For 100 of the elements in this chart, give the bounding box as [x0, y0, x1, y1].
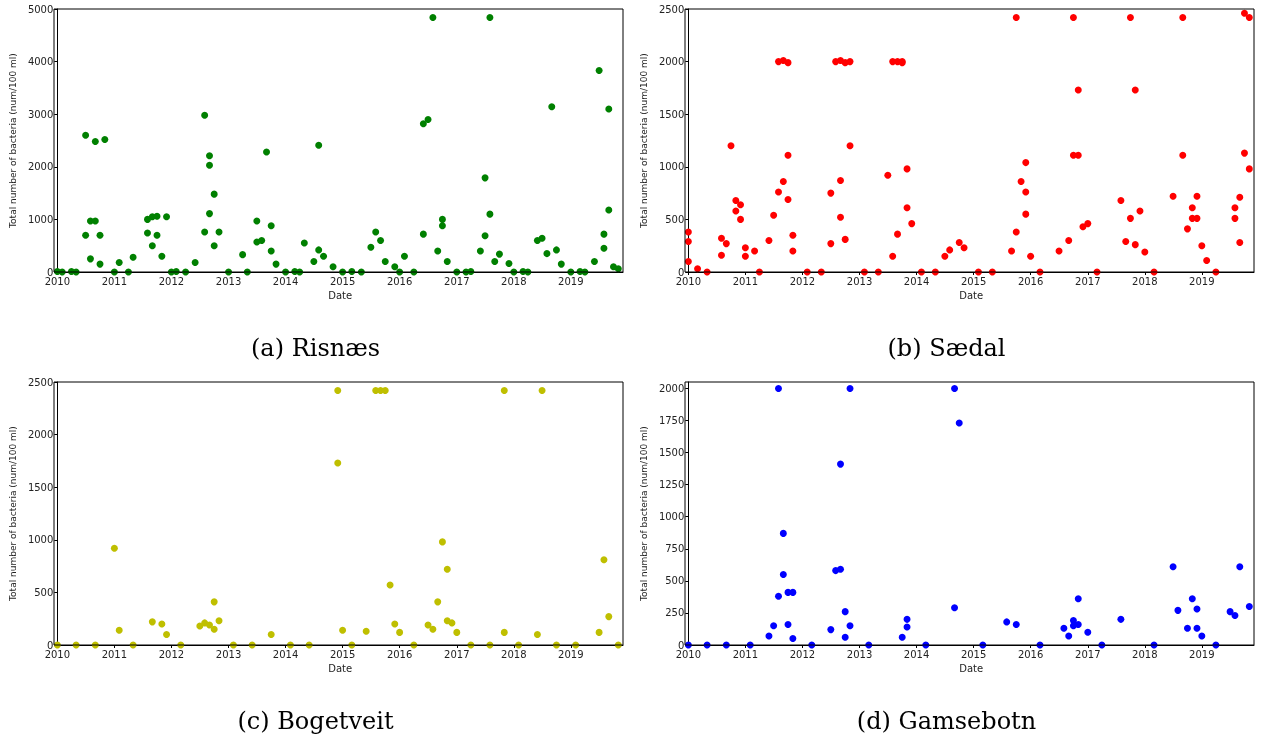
point: [434, 598, 442, 606]
point: [210, 598, 218, 606]
point: [1169, 563, 1177, 571]
y-tick-label: 1000: [658, 161, 685, 173]
point: [903, 615, 911, 623]
point: [429, 625, 437, 633]
x-tick-label: 2012: [158, 275, 185, 287]
point: [1198, 632, 1206, 640]
point: [148, 618, 156, 626]
point: [334, 459, 342, 467]
x-tick-label: 2013: [846, 275, 873, 287]
point: [846, 622, 854, 630]
x-tick-label: 2017: [1075, 275, 1101, 287]
point: [837, 460, 844, 468]
y-tick-label: 1000: [658, 511, 685, 523]
y-tick-label: 2000: [658, 56, 685, 68]
y-axis-title: Total number of bacteria (num/100 ml): [7, 53, 18, 229]
point: [898, 633, 906, 641]
y-tick-label: 1000: [27, 213, 54, 225]
x-tick-label: 2016: [386, 648, 413, 660]
y-tick-label: 1500: [658, 108, 685, 120]
point: [1012, 620, 1020, 628]
y-tick-label: 750: [665, 543, 685, 555]
y-tick-label: 500: [665, 575, 685, 587]
point: [789, 588, 797, 596]
y-tick-label: 1250: [658, 479, 685, 491]
y-axis-title: Total number of bacteria (num/100 ml): [7, 426, 18, 602]
point: [774, 592, 782, 600]
point: [827, 626, 835, 634]
x-axis-title: Date: [959, 663, 984, 675]
point: [846, 384, 854, 392]
x-tick-label: 2013: [215, 648, 242, 660]
y-tick-label: 5000: [27, 3, 54, 15]
x-tick-label: 2018: [1132, 648, 1158, 660]
point: [453, 628, 461, 636]
x-tick-label: 2015: [329, 648, 356, 660]
x-tick-label: 2014: [903, 648, 930, 660]
x-tick-label: 2019: [558, 648, 584, 660]
point: [841, 608, 849, 616]
y-tick-label: 250: [665, 607, 685, 619]
y-tick-label: 4000: [27, 56, 54, 68]
x-tick-label: 2019: [558, 275, 584, 287]
point: [362, 627, 370, 635]
point: [1231, 611, 1239, 619]
y-tick-label: 0: [46, 639, 54, 651]
point: [115, 626, 123, 634]
y-tick-label: 2500: [658, 3, 685, 15]
y-tick-label: 0: [677, 639, 685, 651]
point: [1226, 608, 1234, 616]
y-tick-label: 2000: [658, 382, 685, 394]
point: [206, 621, 213, 629]
x-tick-label: 2015: [960, 648, 987, 660]
x-tick-label: 2010: [44, 648, 71, 660]
text: (a) Risnæs: [250, 334, 381, 362]
x-tick-label: 2011: [101, 275, 128, 287]
x-tick-label: 2011: [732, 648, 759, 660]
point: [396, 628, 404, 636]
point: [1065, 632, 1073, 640]
point: [438, 538, 446, 546]
point: [605, 613, 613, 621]
point: [1074, 595, 1082, 603]
point: [538, 386, 546, 394]
point: [595, 628, 603, 636]
x-tick-label: 2014: [903, 275, 930, 287]
y-tick-label: 0: [46, 266, 54, 278]
point: [334, 386, 342, 394]
point: [951, 384, 959, 392]
point: [391, 620, 399, 628]
y-tick-label: 2500: [27, 376, 54, 388]
x-tick-label: 2017: [1075, 648, 1101, 660]
point: [784, 620, 792, 628]
x-tick-label: 2016: [386, 275, 413, 287]
x-tick-label: 2016: [1017, 648, 1044, 660]
point: [770, 622, 778, 630]
point: [1174, 606, 1182, 614]
point: [500, 386, 508, 394]
x-axis-title: Date: [959, 290, 984, 302]
x-axis-title: Date: [328, 663, 353, 675]
point: [779, 529, 787, 537]
point: [951, 604, 959, 612]
x-tick-label: 2014: [272, 275, 299, 287]
x-tick-label: 2018: [501, 648, 527, 660]
point: [163, 630, 171, 638]
point: [533, 630, 541, 638]
y-tick-label: 1750: [658, 414, 685, 426]
x-tick-label: 2014: [272, 648, 299, 660]
x-tick-label: 2011: [101, 648, 128, 660]
text: (c) Bogetveit: [237, 707, 394, 735]
point: [841, 633, 849, 641]
x-tick-label: 2012: [158, 648, 185, 660]
x-tick-label: 2018: [1132, 275, 1158, 287]
point: [1060, 624, 1068, 632]
x-tick-label: 2016: [1017, 275, 1044, 287]
x-tick-label: 2011: [732, 275, 759, 287]
x-tick-label: 2013: [846, 648, 873, 660]
point: [789, 635, 797, 643]
point: [1236, 563, 1244, 571]
x-tick-label: 2015: [329, 275, 356, 287]
point: [774, 384, 782, 392]
y-tick-label: 2000: [27, 161, 54, 173]
